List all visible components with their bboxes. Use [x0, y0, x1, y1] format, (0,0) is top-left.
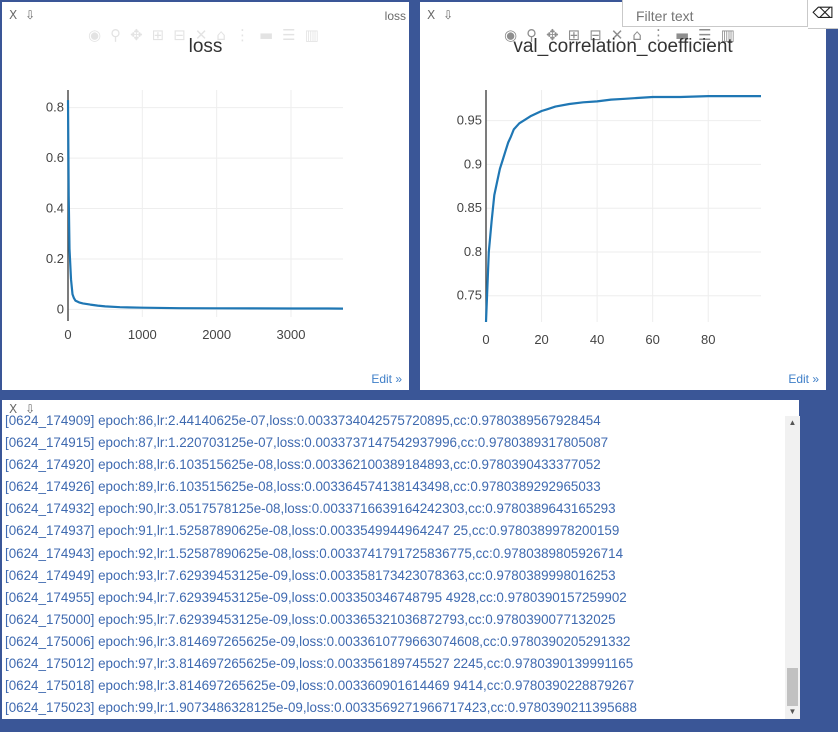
x-tick-label: 0: [64, 327, 71, 342]
y-tick-label: 0.75: [457, 288, 482, 303]
loss-chart[interactable]: 0 1000 2000 3000 0 0.2 0.4 0.6 0.8: [2, 2, 409, 390]
series-line: [66, 100, 344, 310]
pan-icon[interactable]: ✥: [130, 26, 143, 44]
y-tick-label: 0.4: [46, 201, 64, 216]
log-line: [0624_174937] epoch:91,lr:1.52587890625e…: [5, 523, 620, 539]
y-tick-label: 0: [57, 301, 64, 316]
log-lines: [0624_174909] epoch:86,lr:2.44140625e-07…: [2, 410, 785, 719]
log-line: [0624_174915] epoch:87,lr:1.220703125e-0…: [5, 435, 609, 451]
log-line: [0624_174955] epoch:94,lr:7.62939453125e…: [5, 589, 627, 605]
log-output[interactable]: [0624_174909] epoch:86,lr:2.44140625e-07…: [2, 410, 785, 719]
log-line: [0624_174920] epoch:88,lr:6.103515625e-0…: [5, 457, 601, 473]
autoscale-icon[interactable]: ✕: [610, 26, 624, 44]
pan-icon[interactable]: ✥: [546, 26, 559, 44]
x-tick-label: 40: [590, 332, 604, 347]
close-pane-button[interactable]: X: [9, 8, 20, 22]
pane-tag: loss: [384, 9, 406, 23]
spike-icon[interactable]: ⋮: [650, 26, 666, 44]
log-line: [0624_174943] epoch:92,lr:1.52587890625e…: [5, 545, 624, 561]
close-pane-button[interactable]: X: [9, 402, 20, 416]
scroll-up-icon[interactable]: ▲: [788, 418, 797, 427]
close-pane-button[interactable]: X: [427, 8, 438, 22]
scroll-down-icon[interactable]: ▼: [788, 707, 797, 716]
scrollbar[interactable]: ▲ ▼: [785, 416, 800, 719]
modebar: ◉ ⚲ ✥ ⊞ ⊟ ✕ ⌂ ⋮ ▬ ☰ ▥: [504, 26, 735, 44]
x-tick-label: 20: [534, 332, 548, 347]
x-tick-label: 60: [645, 332, 659, 347]
series-line: [484, 94, 761, 323]
modebar: ◉ ⚲ ✥ ⊞ ⊟ ✕ ⌂ ⋮ ▬ ☰ ▥: [88, 26, 319, 44]
pane-controls: X ⇩: [9, 8, 37, 22]
camera-icon[interactable]: ◉: [88, 26, 102, 44]
val-correlation-chart[interactable]: 0 20 40 60 80 0.75 0.8 0.85 0.9 0.95: [420, 2, 826, 390]
pin-pane-icon[interactable]: ⇩: [443, 8, 456, 22]
x-tick-label: 0: [482, 332, 489, 347]
edit-link[interactable]: Edit »: [788, 372, 819, 386]
log-line: [0624_175012] epoch:97,lr:3.814697265625…: [5, 656, 634, 672]
log-line: [0624_174909] epoch:86,lr:2.44140625e-07…: [5, 413, 601, 428]
zoom-in-icon[interactable]: ⊞: [151, 26, 165, 44]
pane-controls: X ⇩: [9, 402, 37, 416]
log-line: [0624_174932] epoch:90,lr:3.0517578125e-…: [5, 501, 616, 517]
autoscale-icon[interactable]: ✕: [194, 26, 208, 44]
pin-pane-icon[interactable]: ⇩: [25, 8, 38, 22]
y-tick-label: 0.6: [46, 150, 64, 165]
pin-pane-icon[interactable]: ⇩: [25, 402, 38, 416]
camera-icon[interactable]: ◉: [504, 26, 518, 44]
hover-closest-icon[interactable]: ▬: [258, 26, 274, 44]
chart-title: loss: [188, 36, 223, 57]
log-line: [0624_174949] epoch:93,lr:7.62939453125e…: [5, 567, 616, 583]
y-tick-label: 0.95: [457, 113, 482, 128]
loss-pane: X ⇩ loss ◉ ⚲ ✥ ⊞ ⊟ ✕ ⌂ ⋮ ▬ ☰ ▥ loss 0 100…: [2, 2, 409, 390]
scroll-thumb[interactable]: [787, 668, 798, 706]
log-line: [0624_175018] epoch:98,lr:3.814697265625…: [5, 678, 635, 694]
y-tick-label: 0.85: [457, 200, 482, 215]
hover-closest-icon[interactable]: ▬: [674, 26, 690, 44]
hover-compare-icon[interactable]: ☰: [698, 26, 712, 44]
edit-link[interactable]: Edit »: [371, 372, 402, 386]
x-tick-label: 80: [701, 332, 715, 347]
eraser-icon[interactable]: ⌫: [808, 0, 838, 29]
hover-compare-icon[interactable]: ☰: [282, 26, 296, 44]
reset-icon[interactable]: ⌂: [216, 26, 226, 44]
x-tick-label: 3000: [277, 327, 306, 342]
y-tick-label: 0.8: [46, 100, 64, 115]
y-tick-label: 0.9: [464, 156, 482, 171]
chart-title: val_correlation_coefficient: [513, 36, 733, 57]
x-tick-label: 1000: [128, 327, 157, 342]
pane-controls: X ⇩: [427, 8, 455, 22]
val-correlation-pane: X ⇩ ◉ ⚲ ✥ ⊞ ⊟ ✕ ⌂ ⋮ ▬ ☰ ▥ val_correlatio…: [420, 2, 826, 390]
y-tick-label: 0.2: [46, 251, 64, 266]
plotly-logo-icon[interactable]: ▥: [304, 26, 319, 44]
log-line: [0624_174926] epoch:89,lr:6.103515625e-0…: [5, 479, 601, 495]
plotly-logo-icon[interactable]: ▥: [720, 26, 735, 44]
zoom-icon[interactable]: ⚲: [110, 26, 122, 44]
log-line: [0624_175000] epoch:95,lr:7.62939453125e…: [5, 611, 616, 627]
reset-icon[interactable]: ⌂: [632, 26, 642, 44]
log-line: [0624_175006] epoch:96,lr:3.814697265625…: [5, 633, 631, 649]
zoom-in-icon[interactable]: ⊞: [567, 26, 581, 44]
log-line: [0624_175023] epoch:99,lr:1.907348632812…: [5, 700, 637, 716]
log-pane: X ⇩ [0624_174909] epoch:86,lr:2.44140625…: [2, 400, 800, 719]
zoom-out-icon[interactable]: ⊟: [589, 26, 602, 44]
y-tick-label: 0.8: [464, 244, 482, 259]
filter-text-input[interactable]: [622, 0, 808, 27]
spike-icon[interactable]: ⋮: [234, 26, 250, 44]
zoom-icon[interactable]: ⚲: [526, 26, 538, 44]
x-tick-label: 2000: [202, 327, 231, 342]
zoom-out-icon[interactable]: ⊟: [173, 26, 186, 44]
